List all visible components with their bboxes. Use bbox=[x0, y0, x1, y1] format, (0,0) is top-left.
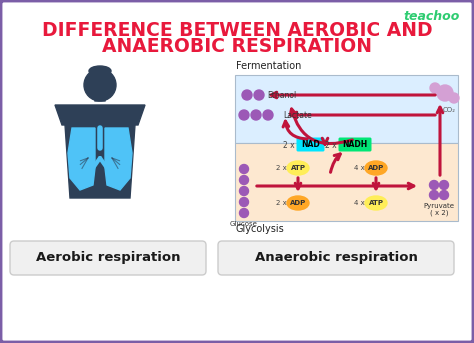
Polygon shape bbox=[68, 128, 95, 190]
Text: teachoo: teachoo bbox=[404, 10, 460, 23]
Polygon shape bbox=[105, 128, 132, 190]
Circle shape bbox=[239, 165, 248, 174]
Text: 2 x: 2 x bbox=[276, 165, 287, 171]
Polygon shape bbox=[94, 93, 106, 101]
Circle shape bbox=[239, 209, 248, 217]
Ellipse shape bbox=[365, 196, 387, 210]
Circle shape bbox=[439, 180, 448, 189]
FancyBboxPatch shape bbox=[235, 75, 458, 143]
FancyBboxPatch shape bbox=[297, 138, 325, 152]
Text: ADP: ADP bbox=[368, 165, 384, 171]
Text: Ethanol: Ethanol bbox=[267, 91, 296, 99]
FancyArrowPatch shape bbox=[283, 121, 307, 139]
Circle shape bbox=[239, 110, 249, 120]
Ellipse shape bbox=[365, 161, 387, 175]
Circle shape bbox=[263, 110, 273, 120]
Circle shape bbox=[439, 190, 448, 200]
Ellipse shape bbox=[287, 196, 309, 210]
Circle shape bbox=[254, 90, 264, 100]
Circle shape bbox=[449, 93, 459, 103]
FancyBboxPatch shape bbox=[218, 241, 454, 275]
Text: 2 x: 2 x bbox=[276, 200, 287, 206]
Polygon shape bbox=[65, 125, 135, 198]
Text: DIFFERENCE BETWEEN AEROBIC AND: DIFFERENCE BETWEEN AEROBIC AND bbox=[42, 21, 432, 39]
FancyBboxPatch shape bbox=[10, 241, 206, 275]
Circle shape bbox=[429, 180, 438, 189]
Circle shape bbox=[437, 85, 453, 101]
Circle shape bbox=[239, 187, 248, 196]
Circle shape bbox=[430, 83, 440, 93]
Text: NADH: NADH bbox=[342, 140, 368, 149]
Text: Aerobic respiration: Aerobic respiration bbox=[36, 251, 180, 264]
Text: 4 x: 4 x bbox=[354, 165, 365, 171]
Text: 2 x: 2 x bbox=[283, 141, 295, 150]
Text: 4 x: 4 x bbox=[354, 200, 365, 206]
Circle shape bbox=[242, 90, 252, 100]
Circle shape bbox=[239, 198, 248, 206]
FancyArrowPatch shape bbox=[330, 154, 340, 172]
Text: ATP: ATP bbox=[368, 200, 383, 206]
Text: Fermentation: Fermentation bbox=[236, 61, 301, 71]
Circle shape bbox=[239, 176, 248, 185]
Text: Anaerobic respiration: Anaerobic respiration bbox=[255, 251, 418, 264]
Circle shape bbox=[429, 190, 438, 200]
Text: Lactate: Lactate bbox=[283, 110, 312, 119]
Circle shape bbox=[84, 69, 116, 101]
Text: Glycolysis: Glycolysis bbox=[236, 224, 285, 234]
Circle shape bbox=[251, 110, 261, 120]
Text: Pyruvate
( x 2): Pyruvate ( x 2) bbox=[423, 203, 455, 216]
Text: CO₂: CO₂ bbox=[443, 107, 456, 113]
Text: ANAEROBIC RESPIRATION: ANAEROBIC RESPIRATION bbox=[102, 36, 372, 56]
FancyArrowPatch shape bbox=[322, 138, 328, 144]
Text: Glucose: Glucose bbox=[230, 221, 258, 227]
Ellipse shape bbox=[89, 66, 111, 76]
Text: NAD: NAD bbox=[301, 140, 320, 149]
FancyArrowPatch shape bbox=[290, 109, 352, 144]
Text: 2 x: 2 x bbox=[325, 141, 337, 150]
Ellipse shape bbox=[287, 161, 309, 175]
FancyBboxPatch shape bbox=[338, 138, 372, 152]
FancyBboxPatch shape bbox=[235, 143, 458, 221]
Text: ATP: ATP bbox=[291, 165, 306, 171]
Text: ADP: ADP bbox=[290, 200, 306, 206]
Polygon shape bbox=[55, 105, 145, 125]
